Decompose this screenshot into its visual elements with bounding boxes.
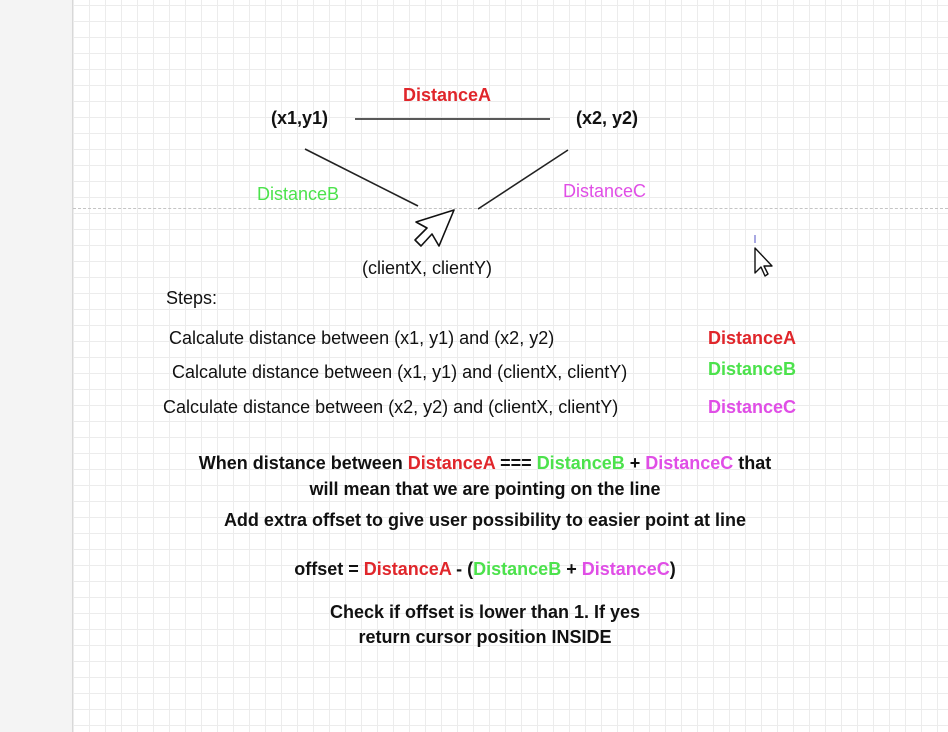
formula-plus: +	[561, 559, 582, 579]
formula-prefix: offset =	[294, 559, 364, 579]
mouse-pointer-icon	[754, 235, 773, 277]
explanation-plus: +	[624, 453, 646, 473]
steps-heading: Steps:	[166, 288, 218, 308]
distance-a-label: DistanceA	[403, 85, 492, 105]
formula-close: )	[669, 559, 676, 579]
check-line-1: Check if offset is lower than 1. If yes	[329, 602, 641, 622]
explanation-line-3: Add extra offset to give user possibilit…	[223, 510, 747, 530]
distance-b-label: DistanceB	[257, 184, 340, 204]
explanation-equals: ===	[495, 453, 537, 473]
line-distance-c	[477, 149, 569, 210]
step-3-label: DistanceC	[708, 397, 797, 417]
grid-canvas[interactable]	[73, 0, 948, 732]
explanation-prefix: When distance between	[198, 453, 408, 473]
step-2-label: DistanceB	[708, 359, 797, 379]
explanation-line-1: When distance between DistanceA === Dist…	[100, 453, 870, 474]
page-break-line	[73, 208, 948, 209]
explanation-distance-a: DistanceA	[407, 453, 496, 473]
step-2-text: Calcalute distance between (x1, y1) and …	[172, 362, 628, 382]
cursor-point-label: (clientX, clientY)	[362, 258, 493, 278]
left-panel	[0, 0, 73, 732]
formula-distance-a: DistanceA	[363, 559, 452, 579]
cursor-arrow-icon	[414, 209, 455, 247]
step-1-text: Calcalute distance between (x1, y1) and …	[169, 328, 555, 348]
line-distance-b	[304, 148, 419, 207]
explanation-suffix: that	[733, 453, 772, 473]
step-3-text: Calculate distance between (x2, y2) and …	[163, 397, 619, 417]
formula-minus: - (	[451, 559, 474, 579]
check-line-2: return cursor position INSIDE	[358, 627, 612, 647]
formula-distance-c: DistanceC	[581, 559, 670, 579]
point1-label: (x1,y1)	[271, 108, 329, 128]
formula-distance-b: DistanceB	[473, 559, 562, 579]
offset-formula: offset = DistanceA - (DistanceB + Distan…	[100, 559, 870, 580]
point2-label: (x2, y2)	[576, 108, 639, 128]
step-1-label: DistanceA	[708, 328, 797, 348]
explanation-distance-b: DistanceB	[536, 453, 625, 473]
distance-c-label: DistanceC	[563, 181, 647, 201]
explanation-distance-c: DistanceC	[645, 453, 734, 473]
explanation-line-2: will mean that we are pointing on the li…	[309, 479, 661, 499]
